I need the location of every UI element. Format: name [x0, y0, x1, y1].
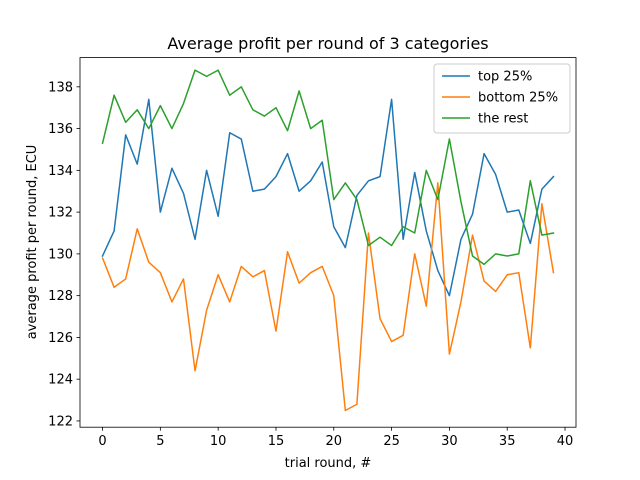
x-tick-label: 20 — [326, 434, 343, 449]
y-tick-label: 132 — [48, 206, 73, 221]
y-axis: 122 124 126 128 130 132 134 136 138 — [48, 80, 80, 429]
x-tick-label: 5 — [156, 434, 164, 449]
plot-area-frame — [79, 57, 577, 428]
y-tick-label: 136 — [48, 122, 73, 137]
x-axis-label: trial round, # — [285, 456, 372, 471]
plot-lines — [101, 69, 555, 412]
y-tick-label: 126 — [48, 331, 73, 346]
legend-label-0: top 25% — [478, 70, 532, 85]
x-tick-label: 15 — [268, 434, 285, 449]
y-tick-label: 128 — [48, 289, 73, 304]
x-tick-label: 25 — [383, 434, 400, 449]
series-line-2 — [101, 69, 555, 266]
x-axis: 0 5 10 15 20 25 30 35 40 — [98, 427, 573, 449]
legend-frame — [433, 63, 571, 134]
y-tick-label: 124 — [48, 373, 73, 388]
legend-label-1: bottom 25% — [478, 91, 558, 106]
x-tick-label: 35 — [499, 434, 516, 449]
chart-title: Average profit per round of 3 categories — [167, 34, 488, 53]
x-tick-label: 10 — [210, 434, 227, 449]
legend-label-2: the rest — [478, 112, 528, 127]
y-tick-label: 130 — [48, 247, 73, 262]
legend: top 25% bottom 25% the rest — [433, 63, 571, 134]
series-line-0 — [101, 98, 555, 297]
y-tick-label: 134 — [48, 164, 73, 179]
y-axis-label: average profit per round, ECU — [25, 145, 40, 340]
x-tick-label: 30 — [441, 434, 458, 449]
x-tick-label: 40 — [557, 434, 574, 449]
series-line-1 — [101, 182, 555, 412]
y-tick-label: 122 — [48, 414, 73, 429]
x-tick-label: 0 — [98, 434, 106, 449]
y-tick-label: 138 — [48, 80, 73, 95]
